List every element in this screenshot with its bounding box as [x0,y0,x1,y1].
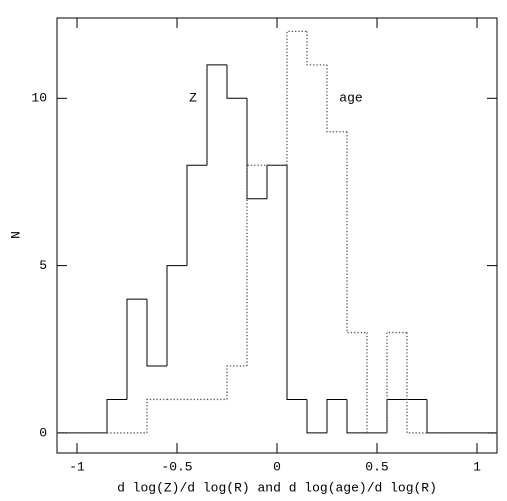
histogram-step [106,398,127,433]
histogram-step [266,164,287,199]
histogram-step [146,398,167,433]
histogram-step [386,398,407,433]
y-tick-label: 10 [31,91,47,106]
histogram-step [206,64,227,166]
x-tick-label: -0.5 [161,459,192,474]
y-tick-label: 5 [39,258,47,273]
histogram-step [226,365,247,400]
histogram-step [226,64,247,99]
histogram-step [246,164,267,366]
histogram-step [366,332,387,434]
histogram-step [286,165,307,400]
histogram-step [386,331,407,433]
y-tick-label: 0 [39,425,47,440]
histogram-step [166,265,187,366]
histogram-step [326,398,347,433]
histogram-step [246,98,267,200]
plot-frame [56,17,498,454]
series-label: age [339,91,362,106]
histogram-step [306,399,327,434]
y-axis-label: N [8,231,23,239]
histogram-step [346,399,367,434]
x-axis-label: d log(Z)/d log(R) and d log(age)/d log(R… [117,480,437,495]
histogram-step [186,164,207,266]
histogram-step [126,298,147,400]
histogram-step [146,299,167,367]
histogram-step [326,64,347,133]
series-label: Z [189,91,197,106]
histogram-step [346,131,367,334]
histogram-step [286,30,307,166]
x-tick-label: 0.5 [365,459,388,474]
x-tick-label: -1 [69,459,85,474]
x-tick-label: 0 [273,459,281,474]
histogram-step [306,31,327,66]
histogram-step [406,332,427,434]
x-tick-label: 1 [473,459,481,474]
